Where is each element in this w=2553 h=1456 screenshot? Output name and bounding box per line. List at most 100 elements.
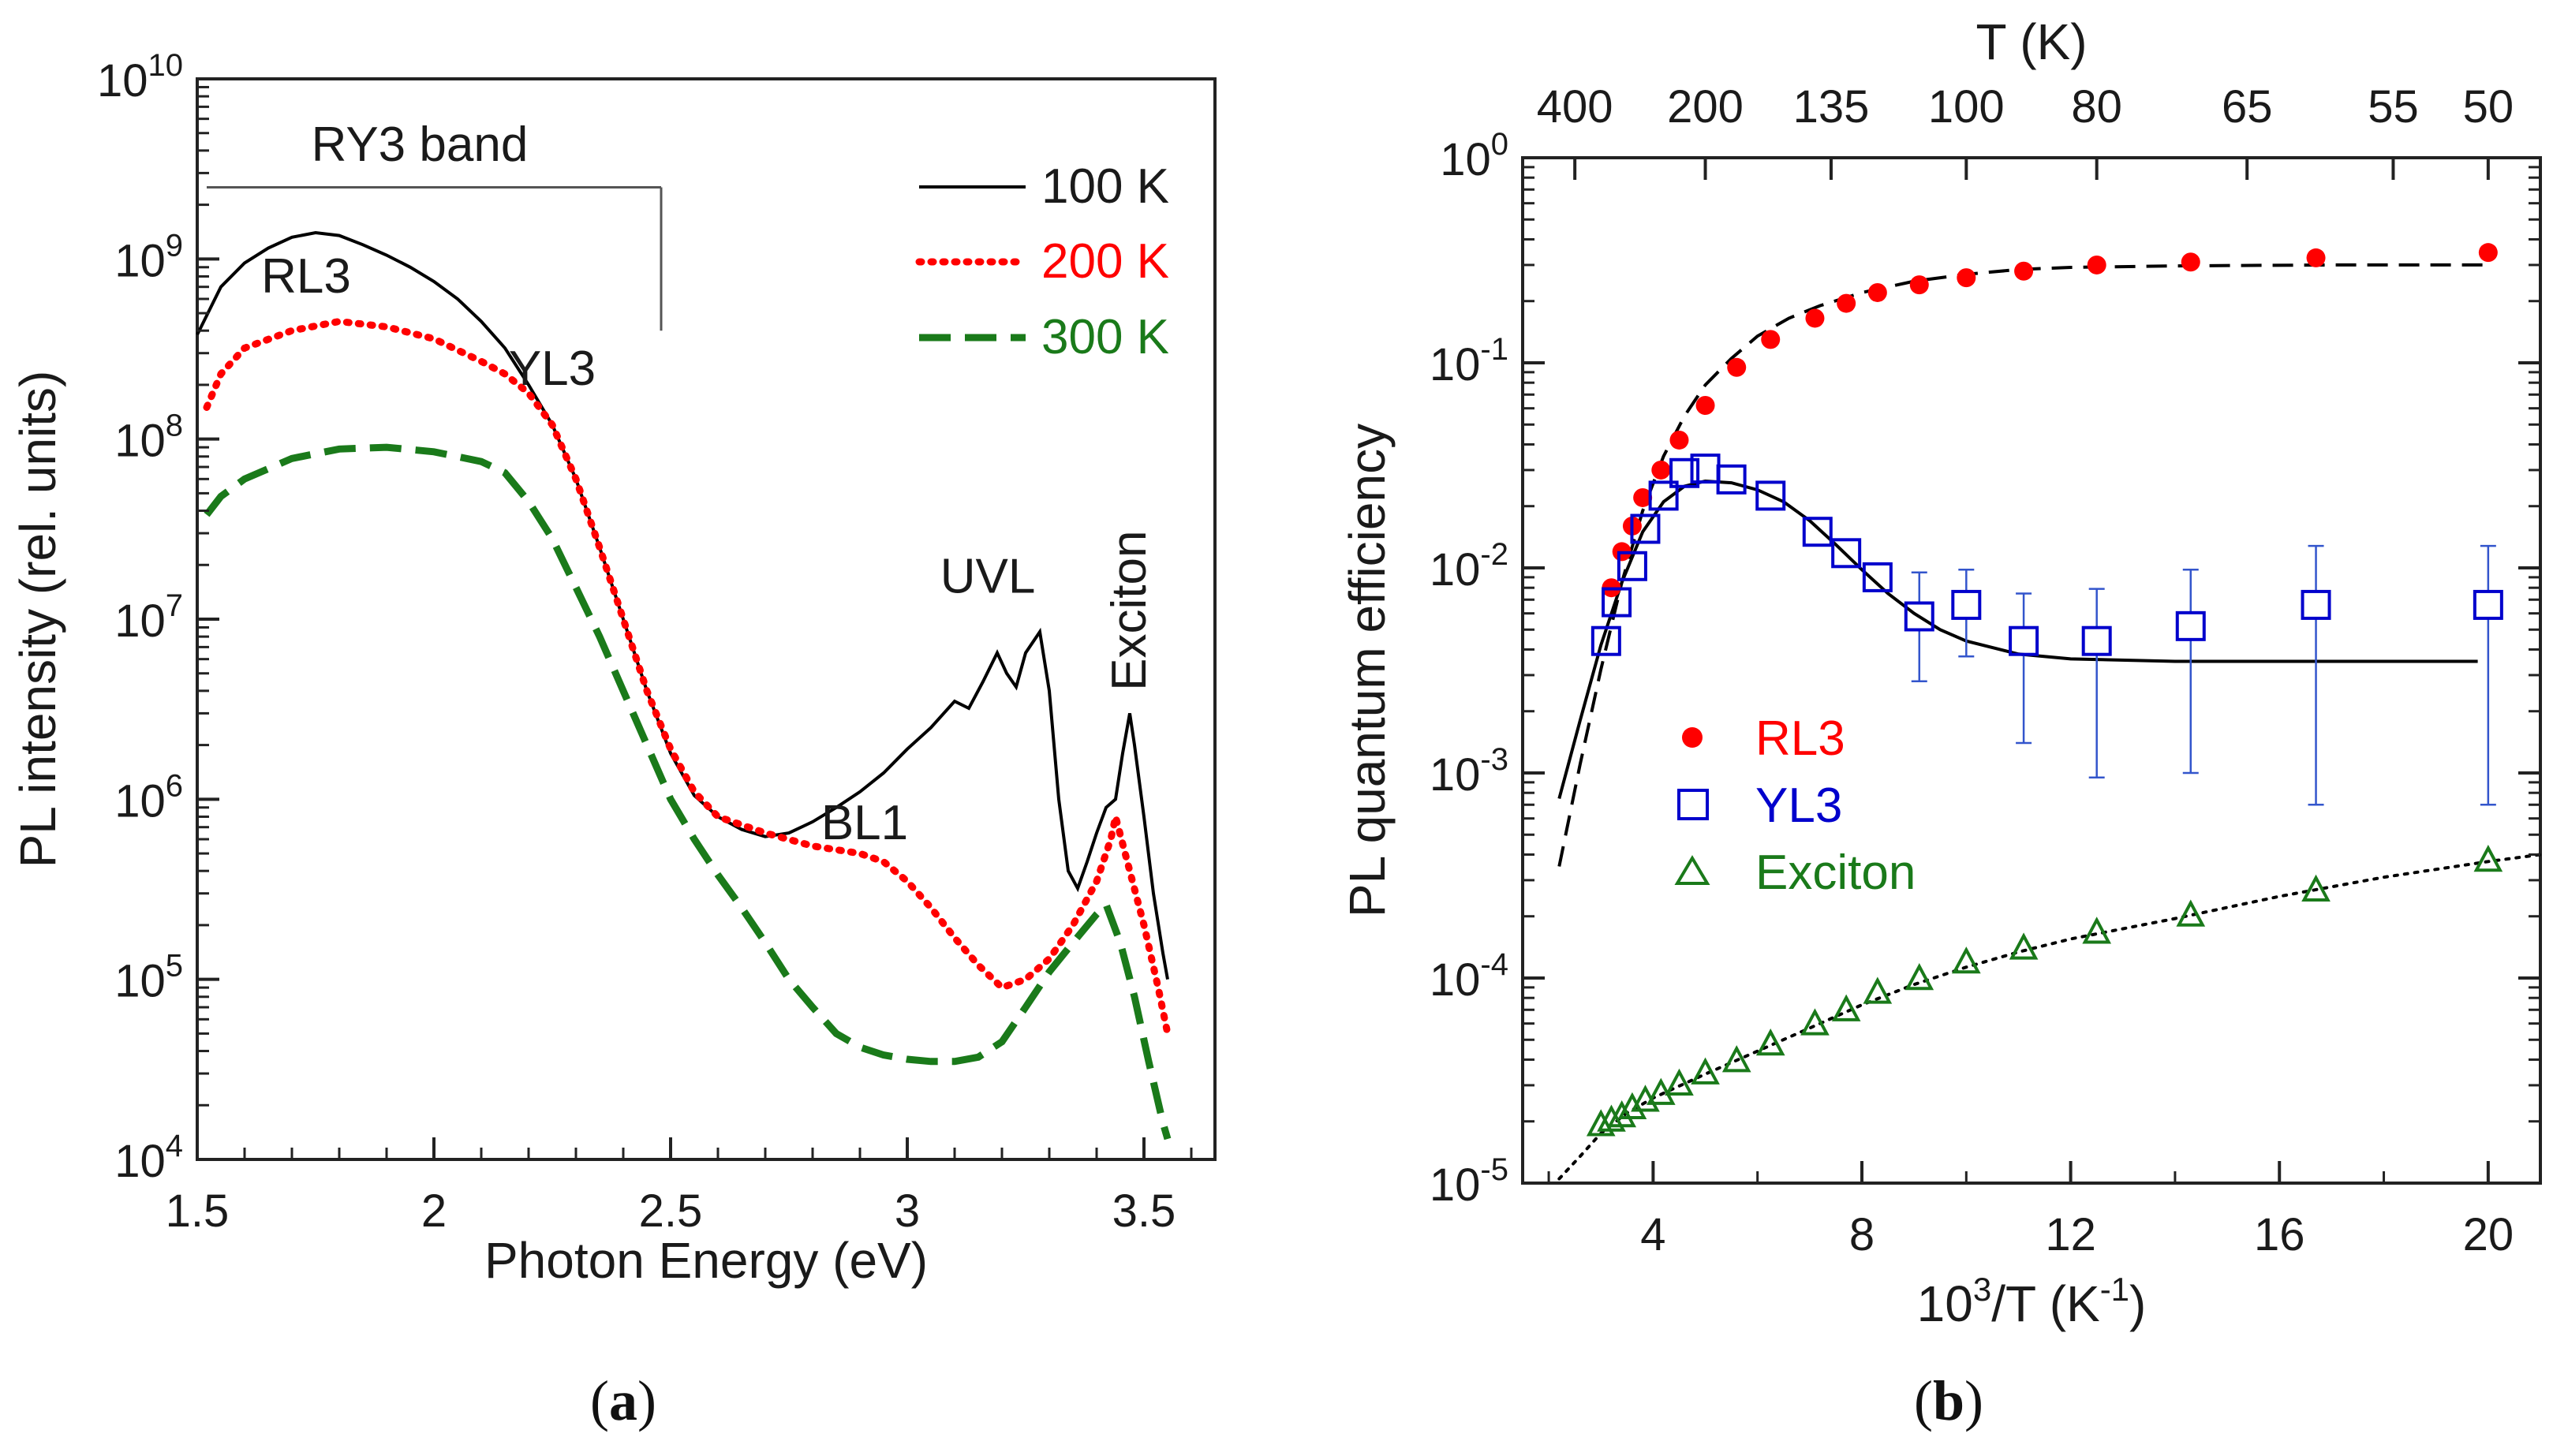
panel-a-y-axis-label: PL intensity (rel. units): [9, 371, 66, 868]
rl3-point: [2014, 261, 2034, 281]
exciton-point: [2009, 932, 2039, 960]
y-tick-label: 104: [114, 1129, 183, 1187]
yl3-point: [1590, 625, 1621, 656]
panel-b-x-axis-label: 103/T (K-1): [1917, 1271, 2147, 1332]
y-tick-label: 1010: [97, 48, 183, 106]
annotation-label: Exciton: [1102, 531, 1157, 691]
legend-yl3-label: YL3: [1755, 778, 1842, 833]
annotation-label: YL3: [509, 342, 596, 396]
y-tick-label: 10-2: [1430, 537, 1508, 595]
legend-100k-label: 100 K: [1041, 159, 1169, 214]
legend-200k-label: 200 K: [1041, 234, 1169, 289]
annotation-label: BL1: [821, 796, 908, 850]
annotation-label: UVL: [940, 550, 1036, 604]
yl3-point: [2473, 589, 2503, 620]
panel-b-y-axis-label: PL quantum efficiency: [1339, 424, 1396, 917]
top-tick-label: 65: [2222, 81, 2273, 133]
legend-rl3-marker: [1682, 727, 1703, 748]
x-tick-label: 12: [2045, 1209, 2096, 1260]
panel-b-top-axis-label: T (K): [1975, 13, 2087, 70]
exciton-point: [2176, 899, 2206, 927]
rl3-point: [2478, 243, 2498, 263]
panel-a-x-axis-label: Photon Energy (eV): [484, 1232, 928, 1289]
y-tick-label: 10-5: [1430, 1152, 1508, 1211]
fit-curve-yl3: [1557, 479, 2478, 800]
top-tick-label: 50: [2463, 81, 2514, 133]
yl3-point: [1617, 551, 1647, 581]
rl3-point: [1909, 275, 1929, 295]
x-tick-label: 2.5: [639, 1185, 703, 1237]
panel-a-chart: RY3 band RL3 YL3 UVL BL1 Exciton 1.5 2 2.5 3 3.5 1…: [9, 48, 1217, 1432]
rl3-point: [1837, 293, 1856, 313]
rl3-point: [1957, 268, 1976, 288]
rl3-point: [1669, 430, 1689, 450]
yl3-point: [1669, 457, 1700, 488]
yl3-point: [1951, 589, 1982, 620]
yl3-point: [1755, 480, 1786, 511]
x-tick-label: 8: [1849, 1209, 1875, 1260]
yl3-point: [1630, 513, 1661, 544]
top-tick-label: 100: [1928, 81, 2005, 133]
top-tick-label: 200: [1667, 81, 1744, 133]
y-tick-label: 10-1: [1430, 332, 1508, 390]
panel-a-label: (a): [590, 1369, 656, 1432]
exciton-point: [1831, 994, 1861, 1021]
panel-b-label: (b): [1914, 1369, 1983, 1432]
annotation-label: RY3 band: [312, 118, 529, 172]
legend-exciton-label: Exciton: [1755, 846, 1916, 900]
y-tick-label: 105: [114, 949, 183, 1007]
yl3-point: [2301, 589, 2331, 620]
panel-b-chart: 4 8 12 16 20 400 200 135 100 80 65 55 50 10-5 10-4 10-3…: [1339, 13, 2542, 1432]
exciton-point: [1863, 976, 1893, 1004]
y-tick-label: 107: [114, 588, 183, 647]
yl3-point: [1831, 538, 1862, 569]
fit-curve-rl3: [1557, 263, 2488, 867]
exciton-point: [1721, 1045, 1751, 1073]
x-tick-label: 16: [2254, 1209, 2305, 1260]
y-tick-label: 10-4: [1430, 947, 1508, 1006]
rl3-point: [1867, 282, 1887, 302]
yl3-point: [1904, 601, 1934, 632]
series-line-100k: [196, 230, 1169, 980]
legend-rl3-label: RL3: [1755, 711, 1845, 766]
x-tick-label: 4: [1640, 1209, 1665, 1260]
x-tick-label: 1.5: [166, 1185, 230, 1237]
yl3-point: [1716, 464, 1747, 495]
yl3-point: [2009, 625, 2039, 656]
rl3-point: [2181, 252, 2200, 272]
exciton-point: [1607, 1099, 1637, 1128]
exciton-point: [1755, 1029, 1785, 1056]
top-tick-label: 135: [1793, 81, 1870, 133]
exciton-point: [1800, 1008, 1830, 1036]
exciton-point: [1691, 1057, 1720, 1085]
exciton-point: [1586, 1109, 1616, 1137]
exciton-point: [1617, 1092, 1647, 1119]
legend-yl3-marker: [1677, 789, 1709, 820]
exciton-point: [1597, 1104, 1626, 1132]
fit-curve-exciton: [1557, 853, 2542, 1181]
y-tick-label: 10-3: [1430, 742, 1508, 801]
exciton-point: [1665, 1068, 1694, 1096]
yl3-point: [1862, 562, 1893, 592]
rl3-point: [1727, 357, 1747, 377]
series-line-300k: [204, 443, 1172, 1141]
x-tick-label: 2: [421, 1185, 447, 1237]
yl3-point: [1802, 517, 1833, 547]
top-tick-label: 400: [1537, 81, 1613, 133]
top-tick-label: 55: [2368, 81, 2419, 133]
panel-b-legend: RL3 YL3 Exciton: [1674, 711, 1916, 900]
rl3-point: [1651, 460, 1671, 480]
exciton-point: [2082, 917, 2112, 944]
rl3-point: [1633, 487, 1653, 507]
rl3-point: [1805, 308, 1825, 328]
yl3-point: [2081, 625, 2112, 656]
rl3-point: [1695, 395, 1715, 415]
exciton-point: [2473, 845, 2503, 872]
legend-300k-label: 300 K: [1041, 310, 1169, 364]
x-tick-label: 3: [895, 1185, 920, 1237]
yl3-point: [1648, 480, 1679, 511]
y-tick-label: 108: [114, 409, 183, 467]
x-tick-label: 3.5: [1112, 1185, 1176, 1237]
exciton-point: [1951, 946, 1981, 974]
